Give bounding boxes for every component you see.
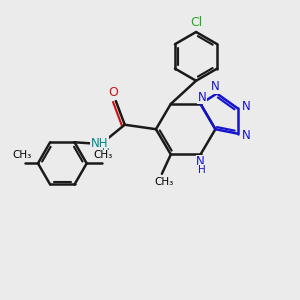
Text: CH₃: CH₃ (154, 177, 174, 187)
Text: H: H (198, 165, 206, 175)
Text: Cl: Cl (190, 16, 202, 29)
Text: N: N (242, 100, 250, 113)
Text: N: N (196, 155, 205, 168)
Text: CH₃: CH₃ (12, 150, 31, 160)
Text: H: H (102, 148, 110, 158)
Text: N: N (211, 80, 220, 94)
Text: NH: NH (91, 137, 108, 150)
Text: CH₃: CH₃ (93, 150, 112, 160)
Text: N: N (198, 91, 206, 104)
Text: O: O (108, 86, 118, 99)
Text: N: N (242, 129, 250, 142)
